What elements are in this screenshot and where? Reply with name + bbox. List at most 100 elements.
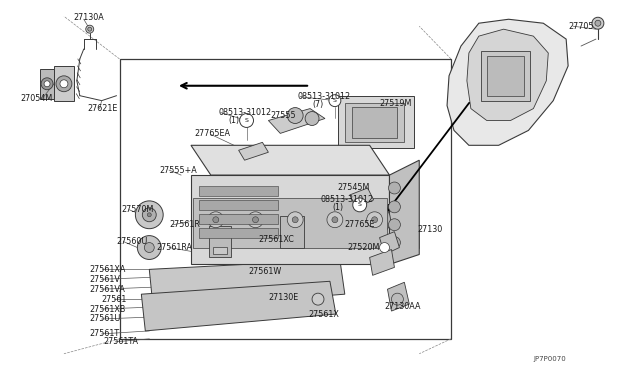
Text: 27555+A: 27555+A (159, 166, 197, 174)
Text: (7): (7) (312, 100, 323, 109)
Circle shape (388, 237, 401, 248)
Text: 27130A: 27130A (74, 13, 104, 22)
Circle shape (332, 217, 338, 223)
Text: 27561X: 27561X (308, 310, 339, 318)
Text: 27765E: 27765E (345, 220, 375, 229)
Polygon shape (40, 69, 54, 99)
Text: S: S (358, 202, 362, 207)
Circle shape (372, 217, 378, 223)
Circle shape (145, 243, 154, 253)
Polygon shape (54, 66, 74, 101)
Polygon shape (191, 145, 390, 175)
Polygon shape (387, 282, 410, 311)
Polygon shape (268, 109, 325, 134)
Text: S: S (333, 98, 337, 103)
Text: 27561RA: 27561RA (156, 243, 192, 252)
Circle shape (200, 204, 232, 235)
Circle shape (88, 27, 92, 31)
Circle shape (327, 212, 343, 228)
Circle shape (138, 235, 161, 259)
Text: 27561T: 27561T (90, 329, 120, 339)
Circle shape (392, 293, 403, 305)
Bar (481, 51, 531, 101)
Bar (199, 200, 278, 210)
Circle shape (208, 212, 224, 228)
Text: 27561V: 27561V (90, 275, 120, 284)
Polygon shape (447, 19, 568, 145)
Circle shape (136, 201, 163, 229)
Bar (352, 107, 397, 138)
Text: 27130E: 27130E (268, 293, 299, 302)
Circle shape (367, 212, 383, 228)
Circle shape (329, 95, 341, 107)
Bar (120, 59, 451, 339)
Text: 27560U: 27560U (116, 237, 148, 246)
Circle shape (41, 78, 53, 90)
Text: 27561TA: 27561TA (104, 337, 139, 346)
Polygon shape (149, 259, 345, 309)
Polygon shape (141, 281, 336, 331)
Bar (345, 103, 404, 142)
Text: 08513-31012: 08513-31012 (297, 92, 350, 101)
Circle shape (305, 112, 319, 125)
Text: 27561U: 27561U (90, 314, 121, 324)
Circle shape (248, 212, 264, 228)
Circle shape (595, 20, 601, 26)
Bar (199, 214, 278, 224)
Circle shape (44, 81, 50, 87)
Text: 08513-31012: 08513-31012 (219, 108, 272, 117)
Circle shape (292, 217, 298, 223)
Text: 27545M: 27545M (338, 183, 371, 192)
Text: (1): (1) (228, 116, 240, 125)
Circle shape (388, 201, 401, 213)
Text: S: S (244, 118, 248, 123)
Text: 27621E: 27621E (88, 104, 118, 113)
Circle shape (287, 108, 303, 124)
Polygon shape (380, 232, 399, 254)
Circle shape (142, 208, 156, 222)
Circle shape (86, 25, 93, 33)
Circle shape (592, 17, 604, 29)
Text: 27561R: 27561R (169, 220, 200, 229)
Circle shape (239, 113, 253, 128)
Bar (487, 56, 524, 96)
Circle shape (319, 204, 351, 235)
Polygon shape (338, 96, 414, 148)
Text: 27130AA: 27130AA (385, 302, 421, 311)
Circle shape (353, 198, 367, 212)
Circle shape (279, 204, 311, 235)
Text: 27561XB: 27561XB (90, 305, 126, 314)
Text: JP7P0070: JP7P0070 (533, 356, 566, 362)
Text: 27765EA: 27765EA (194, 129, 230, 138)
Bar (193, 198, 387, 247)
Text: 27570M: 27570M (122, 205, 154, 214)
Circle shape (239, 204, 271, 235)
Circle shape (60, 80, 68, 88)
Circle shape (253, 217, 259, 223)
Polygon shape (467, 29, 548, 121)
Circle shape (147, 213, 151, 217)
Circle shape (56, 76, 72, 92)
Circle shape (380, 243, 390, 253)
Text: 27561: 27561 (102, 295, 127, 304)
Bar (213, 247, 227, 254)
Text: 27520M: 27520M (348, 243, 380, 252)
Circle shape (312, 293, 324, 305)
Text: 27561W: 27561W (248, 267, 282, 276)
Bar (209, 226, 230, 257)
Polygon shape (191, 175, 390, 264)
Text: 27555: 27555 (270, 111, 296, 120)
Polygon shape (350, 188, 374, 208)
Circle shape (213, 217, 219, 223)
Text: 27561XC: 27561XC (259, 235, 294, 244)
Circle shape (358, 204, 390, 235)
Bar (280, 216, 304, 247)
Text: (1): (1) (332, 203, 343, 212)
Polygon shape (239, 142, 268, 160)
Text: 27561VA: 27561VA (90, 285, 125, 294)
Circle shape (287, 212, 303, 228)
Circle shape (388, 182, 401, 194)
Polygon shape (390, 160, 419, 264)
Text: 27519M: 27519M (380, 99, 412, 108)
Text: 27054M: 27054M (20, 94, 52, 103)
